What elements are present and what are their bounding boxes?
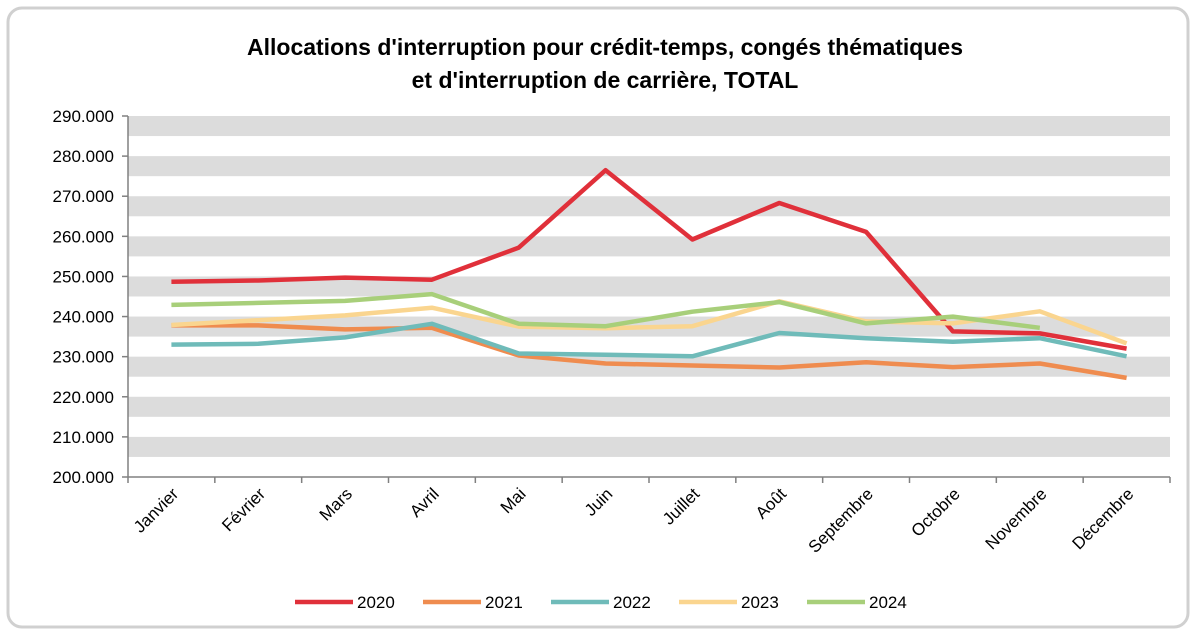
grid-band <box>128 116 1170 137</box>
series-line <box>171 167 1127 351</box>
y-tick-label: 270.000 <box>53 187 114 206</box>
y-tick-label: 260.000 <box>53 227 114 246</box>
legend-label: 2022 <box>613 593 651 612</box>
grid-band <box>128 156 1170 177</box>
legend-label: 2023 <box>741 593 779 612</box>
series-line <box>171 321 1128 359</box>
y-tick-label: 240.000 <box>53 308 114 327</box>
y-tick-label: 230.000 <box>53 348 114 367</box>
series-line <box>171 299 1128 346</box>
y-tick-label: 280.000 <box>53 147 114 166</box>
grid-band <box>128 236 1170 257</box>
y-tick-label: 210.000 <box>53 428 114 447</box>
grid <box>128 116 1170 457</box>
legend-label: 2020 <box>357 593 395 612</box>
legend-label: 2021 <box>485 593 523 612</box>
y-tick-label: 220.000 <box>53 388 114 407</box>
series-line <box>171 323 1127 381</box>
grid-band <box>128 436 1170 457</box>
series-line <box>171 291 1041 331</box>
y-tick-label: 290.000 <box>53 107 114 126</box>
y-tick-label: 250.000 <box>53 267 114 286</box>
chart-title: Allocations d'interruption pour crédit-t… <box>247 34 963 60</box>
y-tick-label: 200.000 <box>53 468 114 487</box>
chart-title: et d'interruption de carrière, TOTAL <box>412 67 799 93</box>
legend-label: 2024 <box>869 593 907 612</box>
grid-band <box>128 396 1170 417</box>
